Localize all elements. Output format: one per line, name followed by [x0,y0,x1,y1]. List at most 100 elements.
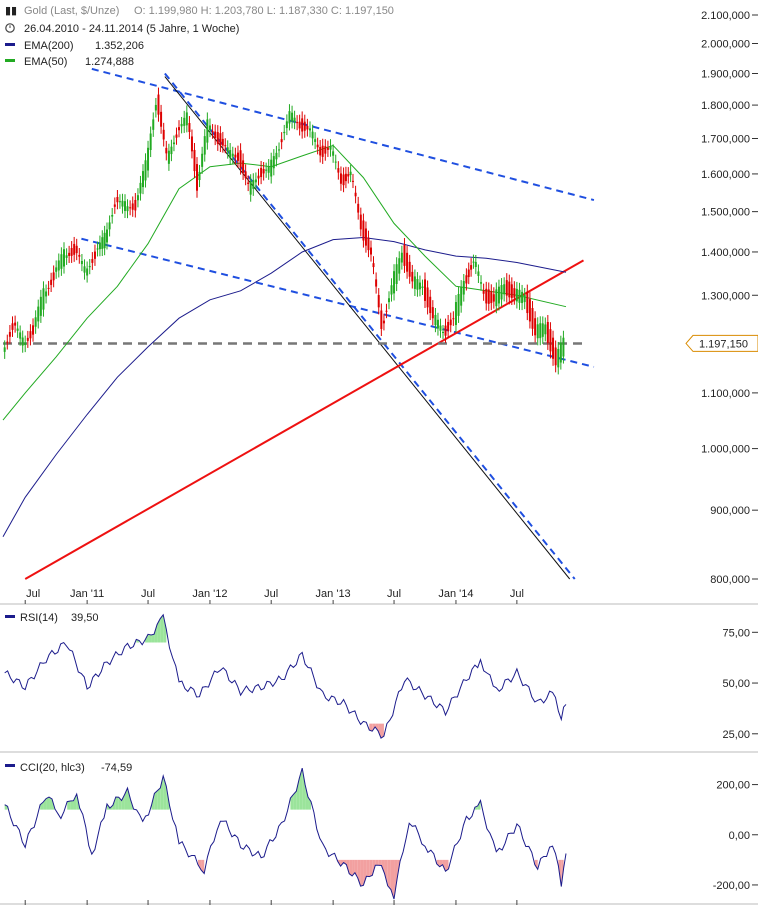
trendline-solid-red [24,259,584,580]
candle-body [160,111,163,127]
candle-body [105,229,108,243]
cci-overbought-fill [127,787,131,810]
candle-body [521,291,524,304]
candle-body [552,337,555,359]
cci-oversold-fill [375,859,379,866]
candle-body [83,266,86,273]
candle-body [337,168,340,173]
candle-body [518,289,521,303]
candle-body [118,201,121,203]
candle-body [347,174,350,177]
candle-body [362,220,365,241]
cci-oversold-fill [366,859,370,877]
candle-body [562,337,565,357]
rsi-legend-label: RSI(14) [20,612,58,624]
candle-body [460,287,463,306]
candle-body [324,146,327,154]
cci-overbought-fill [73,794,77,810]
candle-body [457,293,460,316]
candle-body [505,280,508,296]
candle-body [6,341,9,343]
price-y-tick-label: 1.300,000 [701,290,750,302]
price-y-tick-label: 1.900,000 [701,68,750,80]
candle-body [149,133,152,151]
cci-y-tick-label: -200,00 [713,880,750,892]
candle-body [193,149,196,172]
candle-body [472,261,475,263]
candle-body [52,272,55,281]
candle-body [254,179,257,183]
candle-body [247,182,250,185]
cci-overbought-fill [290,794,294,810]
candle-body [178,127,181,131]
price-y-tick-label: 1.600,000 [701,169,750,181]
candle-body [101,237,104,249]
cci-overbought-fill [296,778,300,810]
candle-body [301,118,304,132]
candle-body [285,121,288,129]
candle-body [462,280,465,295]
candle-body [91,259,94,263]
candle-body [508,281,511,298]
candle-body [452,318,455,320]
candle-body [559,342,562,363]
cci-oversold-fill [363,859,367,886]
candle-body [528,299,531,322]
candle-body [497,286,500,304]
candle-body [303,121,306,131]
candle-body [55,267,58,272]
candle-body [98,242,101,250]
price-x-tick-label: Jan '11 [70,588,104,600]
last-price-tag [685,334,758,352]
candle-body [393,271,396,294]
candle-body [369,247,372,255]
cci-legend-value: -74,59 [101,762,132,774]
instrument-title: Gold (Last, $/Unze) [24,5,119,17]
candle-body [492,294,495,302]
candle-body [242,160,245,173]
candle-body [319,146,322,156]
price-y-tick-label: 1.400,000 [701,247,750,259]
chart-header: ▮▮ Gold (Last, $/Unze) O: 1.199,980 H: 1… [5,5,394,68]
candle-body [37,306,40,322]
price-y-tick-label: 1.800,000 [701,100,750,112]
cci-y-tick-label: 200,00 [716,780,750,792]
candle-body [421,286,424,288]
candle-body [265,169,268,171]
candle-body [134,199,137,211]
candle-body [534,318,537,336]
candle-body [57,260,60,271]
candle-body [487,289,490,304]
candle-body [103,232,106,249]
candle-body [78,254,81,257]
cci-legend-swatch [5,764,15,767]
candle-body [208,125,211,131]
candle-body [252,180,255,189]
candle-body [470,265,473,270]
candle-body [377,295,380,308]
rsi-panel: 75,00 50,00 25,00 [4,613,758,741]
candle-body [236,152,239,161]
candle-body [372,263,375,268]
candle-body [50,279,53,285]
candle-body [129,207,132,209]
candle-body [403,244,406,266]
candle-body [141,171,144,188]
candle-body [406,252,409,272]
candle-body [408,261,411,277]
candle-body [73,243,76,255]
price-y-tick-label: 1.700,000 [701,133,750,145]
candle-body [8,331,11,337]
date-range: 26.04.2010 - 24.11.2014 (5 Jahre, 1 Woch… [24,23,239,35]
ema200-legend-value: 1.352,206 [95,40,144,52]
candle-body [306,125,309,130]
cci-oversold-fill [387,859,391,890]
price-x-tick-label: Jul [387,588,401,600]
price-panel: 2.100,000 2.000,000 1.900,000 1.800,000 1.70… [2,10,758,604]
candle-body [449,319,452,326]
clock-icon [5,23,15,33]
candle-body [206,119,209,143]
candle-body [554,347,557,366]
candle-body [275,152,278,160]
candle-body [354,192,357,197]
